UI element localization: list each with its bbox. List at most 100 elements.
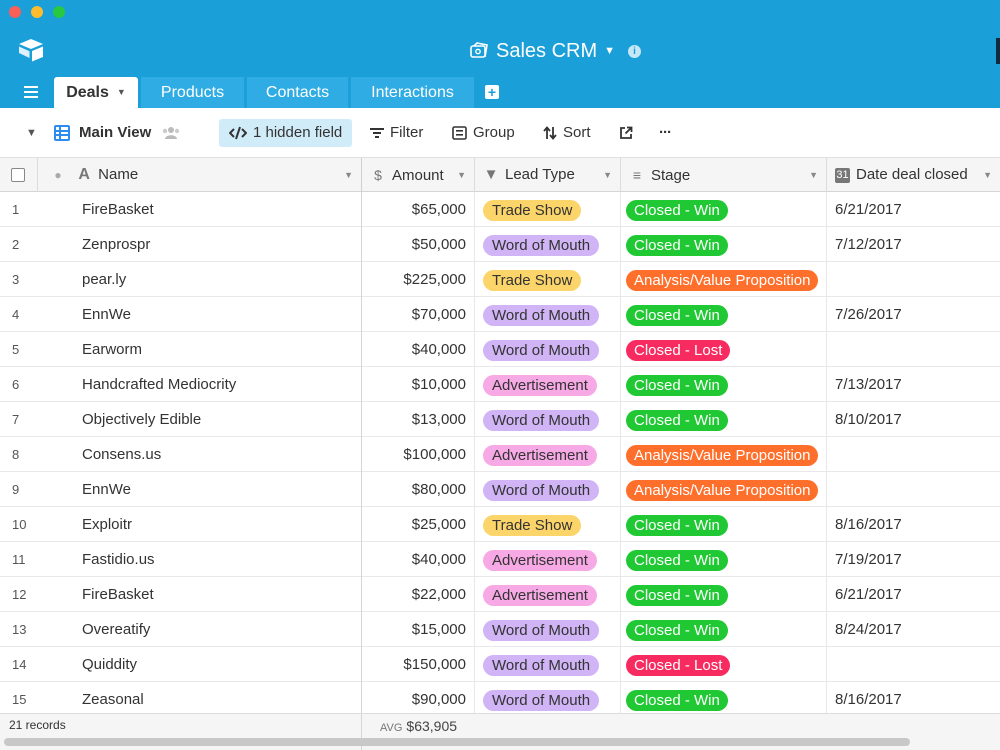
date-cell[interactable]: 8/24/2017 <box>835 621 902 638</box>
base-title[interactable]: Sales CRM <box>495 40 598 62</box>
table-row[interactable]: 11 Fastidio.us $40,000 Advertisement Closed … <box>0 542 1000 577</box>
tab-interactions[interactable]: Interactions <box>351 77 474 108</box>
amount-cell[interactable]: $80,000 <box>362 472 475 507</box>
group-button[interactable]: Group <box>452 108 515 158</box>
amount-cell[interactable]: $90,000 <box>362 682 475 717</box>
name-cell[interactable]: pear.ly <box>38 262 362 297</box>
date-cell[interactable]: 7/26/2017 <box>835 306 902 323</box>
chevron-down-icon[interactable]: ▼ <box>809 170 818 180</box>
table-row[interactable]: 1 FireBasket $65,000 Trade Show Closed - Win… <box>0 192 1000 227</box>
amount-cell[interactable]: $50,000 <box>362 227 475 262</box>
name-cell[interactable]: FireBasket <box>38 577 362 612</box>
stage-cell[interactable]: Closed - Win <box>621 682 827 717</box>
date-cell[interactable] <box>827 262 1000 297</box>
stage-cell[interactable]: Analysis/Value Proposition <box>621 472 827 507</box>
amount-cell[interactable]: $40,000 <box>362 542 475 577</box>
amount-summary[interactable]: AVG $63,905 <box>380 718 457 734</box>
date-cell[interactable]: 6/21/2017 <box>835 586 902 603</box>
date-cell[interactable] <box>827 472 1000 507</box>
maximize-window-button[interactable] <box>53 6 65 18</box>
stage-cell[interactable]: Closed - Win <box>621 542 827 577</box>
stage-cell[interactable]: Closed - Win <box>621 192 827 227</box>
name-cell[interactable]: Earworm <box>38 332 362 367</box>
date-cell[interactable]: 6/21/2017 <box>835 201 902 218</box>
column-header-amount[interactable]: $ Amount ▼ <box>362 158 475 192</box>
date-cell[interactable]: 7/19/2017 <box>835 551 902 568</box>
column-header-stage[interactable]: ≡ Stage ▼ <box>621 158 827 192</box>
amount-cell[interactable]: $40,000 <box>362 332 475 367</box>
date-cell[interactable] <box>827 332 1000 367</box>
amount-cell[interactable]: $100,000 <box>362 437 475 472</box>
stage-cell[interactable]: Analysis/Value Proposition <box>621 262 827 297</box>
amount-cell[interactable]: $15,000 <box>362 612 475 647</box>
table-row[interactable]: 3 pear.ly $225,000 Trade Show Analysis/Value… <box>0 262 1000 297</box>
stage-cell[interactable]: Closed - Lost <box>621 332 827 367</box>
close-window-button[interactable] <box>9 6 21 18</box>
date-cell[interactable]: 8/16/2017 <box>835 691 902 708</box>
name-cell[interactable]: Overeatify <box>38 612 362 647</box>
name-cell[interactable]: EnnWe <box>38 297 362 332</box>
tab-deals[interactable]: Deals ▼ <box>54 77 138 108</box>
lead-type-cell[interactable]: Word of Mouth <box>475 472 621 507</box>
sort-button[interactable]: Sort <box>543 108 591 158</box>
lead-type-cell[interactable]: Word of Mouth <box>475 682 621 717</box>
stage-cell[interactable]: Closed - Lost <box>621 647 827 682</box>
name-cell[interactable]: Consens.us <box>38 437 362 472</box>
table-row[interactable]: 6 Handcrafted Mediocrity $10,000 Advertisem… <box>0 367 1000 402</box>
more-options-button[interactable]: ··· <box>659 108 672 158</box>
select-all-checkbox[interactable] <box>11 168 25 182</box>
tab-products[interactable]: Products <box>141 77 244 108</box>
stage-cell[interactable]: Closed - Win <box>621 367 827 402</box>
table-row[interactable]: 15 Zeasonal $90,000 Word of Mouth Closed - W… <box>0 682 1000 717</box>
hidden-fields-button[interactable]: 1 hidden field <box>219 119 353 147</box>
name-cell[interactable]: EnnWe <box>38 472 362 507</box>
lead-type-cell[interactable]: Advertisement <box>475 577 621 612</box>
table-row[interactable]: 10 Exploitr $25,000 Trade Show Closed - Win 8… <box>0 507 1000 542</box>
lead-type-cell[interactable]: Advertisement <box>475 367 621 402</box>
chevron-down-icon[interactable]: ▼ <box>983 170 992 180</box>
name-cell[interactable]: FireBasket <box>38 192 362 227</box>
view-switcher[interactable]: Main View <box>54 108 181 158</box>
lead-type-cell[interactable]: Trade Show <box>475 262 621 297</box>
table-row[interactable]: 8 Consens.us $100,000 Advertisement Analysis… <box>0 437 1000 472</box>
lead-type-cell[interactable]: Word of Mouth <box>475 297 621 332</box>
chevron-down-icon[interactable]: ▼ <box>603 170 612 180</box>
name-cell[interactable]: Zeasonal <box>38 682 362 717</box>
add-table-icon[interactable]: + <box>485 85 499 99</box>
table-row[interactable]: 12 FireBasket $22,000 Advertisement Closed -… <box>0 577 1000 612</box>
stage-cell[interactable]: Closed - Win <box>621 507 827 542</box>
column-header-date[interactable]: 31 Date deal closed ▼ <box>827 158 1000 192</box>
stage-cell[interactable]: Closed - Win <box>621 612 827 647</box>
airtable-logo-icon[interactable] <box>17 38 45 62</box>
amount-cell[interactable]: $13,000 <box>362 402 475 437</box>
table-row[interactable]: 9 EnnWe $80,000 Word of Mouth Analysis/Value… <box>0 472 1000 507</box>
chevron-down-icon[interactable]: ▼ <box>116 87 126 97</box>
date-cell[interactable]: 7/12/2017 <box>835 236 902 253</box>
views-toggle-icon[interactable]: ▼ <box>26 127 37 139</box>
amount-cell[interactable]: $225,000 <box>362 262 475 297</box>
lead-type-cell[interactable]: Word of Mouth <box>475 612 621 647</box>
chevron-down-icon[interactable]: ▼ <box>457 170 466 180</box>
table-row[interactable]: 14 Quiddity $150,000 Word of Mouth Closed - … <box>0 647 1000 682</box>
hamburger-menu-icon[interactable] <box>24 86 38 98</box>
lead-type-cell[interactable]: Word of Mouth <box>475 332 621 367</box>
stage-cell[interactable]: Analysis/Value Proposition <box>621 437 827 472</box>
lead-type-cell[interactable]: Trade Show <box>475 192 621 227</box>
table-row[interactable]: 4 EnnWe $70,000 Word of Mouth Closed - Win 7/… <box>0 297 1000 332</box>
name-cell[interactable]: Handcrafted Mediocrity <box>38 367 362 402</box>
stage-cell[interactable]: Closed - Win <box>621 402 827 437</box>
column-header-name[interactable]: ● A Name ▼ <box>38 158 362 192</box>
table-row[interactable]: 5 Earworm $40,000 Word of Mouth Closed - Los… <box>0 332 1000 367</box>
table-row[interactable]: 2 Zenprospr $50,000 Word of Mouth Closed - W… <box>0 227 1000 262</box>
amount-cell[interactable]: $10,000 <box>362 367 475 402</box>
lead-type-cell[interactable]: Word of Mouth <box>475 402 621 437</box>
stage-cell[interactable]: Closed - Win <box>621 577 827 612</box>
amount-cell[interactable]: $22,000 <box>362 577 475 612</box>
lead-type-cell[interactable]: Word of Mouth <box>475 227 621 262</box>
lead-type-cell[interactable]: Trade Show <box>475 507 621 542</box>
lead-type-cell[interactable]: Advertisement <box>475 437 621 472</box>
minimize-window-button[interactable] <box>31 6 43 18</box>
chevron-down-icon[interactable]: ▼ <box>344 170 353 180</box>
amount-cell[interactable]: $65,000 <box>362 192 475 227</box>
name-cell[interactable]: Quiddity <box>38 647 362 682</box>
